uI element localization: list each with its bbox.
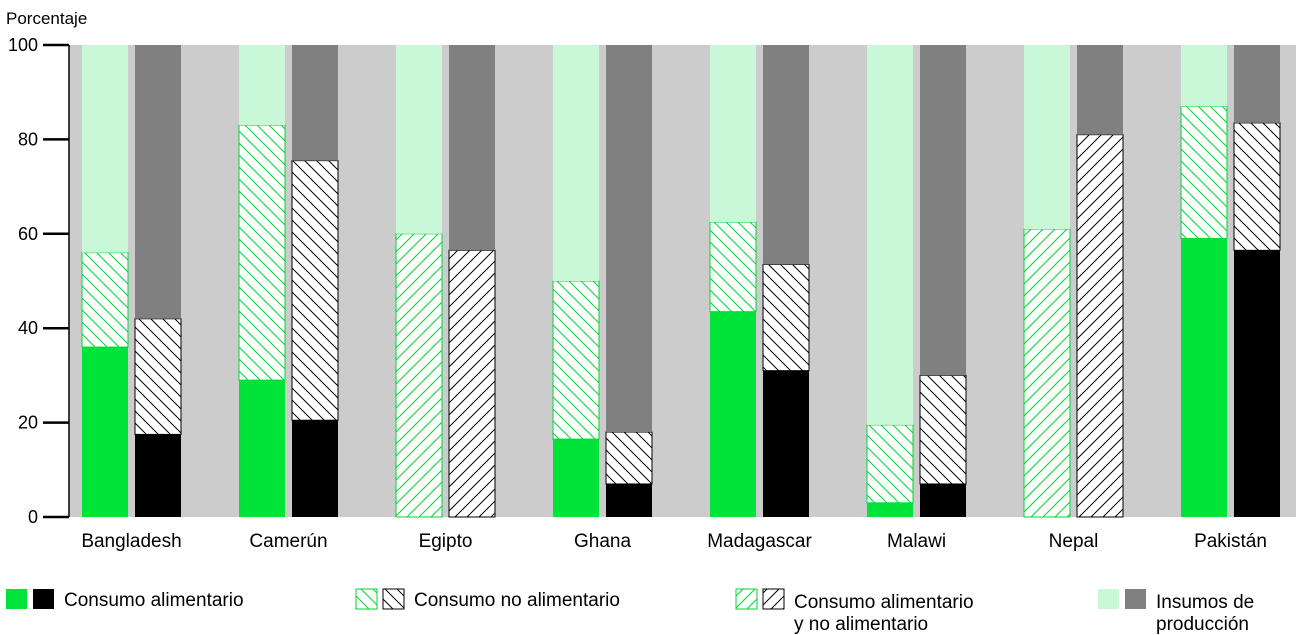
y-tick-label-40: 40 <box>18 318 38 338</box>
y-tick-label-100: 100 <box>8 35 38 55</box>
bar-right-food-5 <box>920 483 966 517</box>
legend-swatch-both-left <box>735 588 758 610</box>
bar-left-both-2 <box>395 233 443 518</box>
bar-right-nonfood-5 <box>919 374 967 485</box>
bar-right-inputs-0 <box>135 45 181 319</box>
legend-swatch-food-right <box>33 589 54 609</box>
bar-right-food-7 <box>1234 250 1280 517</box>
legend-swatch-nonfood-left <box>355 588 378 610</box>
bar-left-inputs-3 <box>553 45 599 281</box>
legend-label-both-1: y no alimentario <box>794 614 928 635</box>
y-axis: 0 20 40 60 80 100 <box>8 35 70 527</box>
bar-right-inputs-1 <box>292 45 338 161</box>
legend-swatch-inputs-left <box>1098 589 1119 609</box>
bar-right-both-6 <box>1076 134 1124 518</box>
bar-left-food-1 <box>239 380 285 517</box>
y-axis-label: Porcentaje <box>6 9 87 28</box>
bar-right-inputs-6 <box>1077 45 1123 135</box>
bar-right-inputs-2 <box>449 45 495 251</box>
category-label-4: Madagascar <box>707 531 812 552</box>
bar-left-inputs-5 <box>867 45 913 425</box>
legend-label-inputs-0: Insumos de <box>1156 592 1254 613</box>
bar-right-nonfood-4 <box>762 263 810 372</box>
bar-right-food-0 <box>135 434 181 517</box>
bar-right-both-2 <box>448 249 496 518</box>
bar-left-inputs-2 <box>396 45 442 234</box>
bar-left-food-3 <box>553 439 599 517</box>
y-tick-label-80: 80 <box>18 129 38 149</box>
y-tick-label-20: 20 <box>18 413 38 433</box>
category-label-0: Bangladesh <box>81 531 181 552</box>
legend-swatch-both-right <box>762 588 785 610</box>
category-label-7: Pakistán <box>1194 531 1267 552</box>
category-label-2: Egipto <box>419 531 473 552</box>
y-tick-label-60: 60 <box>18 224 38 244</box>
legend-swatch-nonfood-right <box>382 588 405 610</box>
bar-left-nonfood-3 <box>552 280 600 440</box>
legend-swatch-food-left <box>6 589 27 609</box>
legend-swatch-inputs-right <box>1125 589 1146 609</box>
bar-right-inputs-4 <box>763 45 809 265</box>
category-label-1: Camerún <box>249 531 327 552</box>
bar-left-inputs-0 <box>82 45 128 253</box>
bar-right-nonfood-7 <box>1233 122 1281 251</box>
bar-left-nonfood-4 <box>709 221 757 313</box>
bar-right-inputs-7 <box>1234 45 1280 123</box>
bar-right-inputs-5 <box>920 45 966 376</box>
bar-left-food-0 <box>82 347 128 517</box>
bar-left-nonfood-7 <box>1180 105 1228 240</box>
bar-right-nonfood-1 <box>291 160 339 421</box>
bar-left-nonfood-0 <box>81 252 129 348</box>
legend: Consumo alimentario Consumo no alimentari… <box>6 588 1254 635</box>
bar-left-inputs-1 <box>239 45 285 126</box>
category-label-6: Nepal <box>1049 531 1099 552</box>
bar-left-food-5 <box>867 502 913 517</box>
legend-label-inputs-1: producción <box>1156 614 1249 635</box>
bars-layer <box>81 45 1281 518</box>
legend-label-both-0: Consumo alimentario <box>794 592 974 613</box>
bar-left-food-7 <box>1181 238 1227 517</box>
bar-left-nonfood-5 <box>866 424 914 504</box>
bar-right-food-3 <box>606 483 652 517</box>
bar-left-nonfood-1 <box>238 124 286 381</box>
legend-label-nonfood-0: Consumo no alimentario <box>414 590 620 611</box>
category-label-3: Ghana <box>574 531 631 552</box>
bar-right-nonfood-0 <box>134 318 182 435</box>
bar-right-nonfood-3 <box>605 431 653 485</box>
bar-left-food-4 <box>710 311 756 517</box>
legend-label-food-0: Consumo alimentario <box>64 590 244 611</box>
x-axis-labels: Bangladesh Camerún Egipto Ghana Madagascar Ma… <box>81 531 1267 552</box>
bar-right-food-4 <box>763 370 809 517</box>
bar-left-both-6 <box>1023 228 1071 518</box>
bar-left-inputs-7 <box>1181 45 1227 107</box>
bar-left-inputs-4 <box>710 45 756 222</box>
y-tick-label-0: 0 <box>28 507 38 527</box>
bar-left-inputs-6 <box>1024 45 1070 230</box>
bar-right-food-1 <box>292 420 338 517</box>
bar-right-inputs-3 <box>606 45 652 433</box>
category-label-5: Malawi <box>887 531 946 552</box>
